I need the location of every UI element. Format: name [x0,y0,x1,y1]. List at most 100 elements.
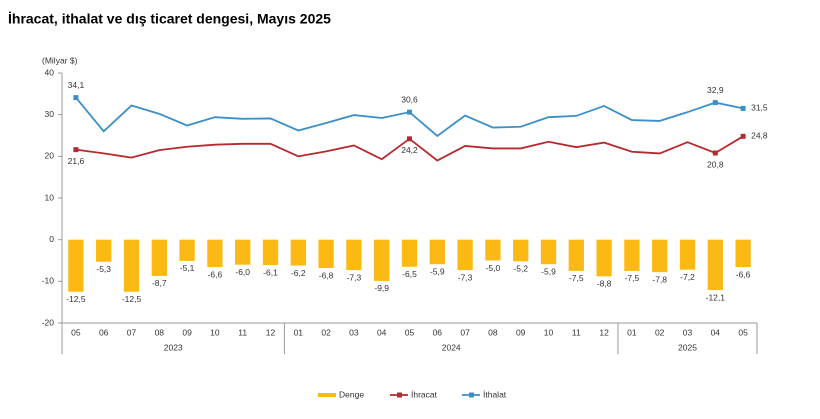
legend-label: Denge [339,389,364,399]
data-label: 24,2 [401,145,418,155]
bar [540,239,557,265]
bar [679,239,696,270]
data-label: -7,2 [680,272,695,282]
legend-label: İhracat [411,389,438,399]
bar [513,239,529,262]
point-marker [73,95,79,101]
y-tick-label: 20 [45,151,55,161]
x-tick-label: 08 [488,327,498,337]
data-label: -9,9 [374,283,389,293]
x-tick-label: 07 [127,327,137,337]
point-marker [407,109,412,115]
x-tick-label: 05 [738,327,748,337]
data-label: -12,5 [122,294,142,304]
bar [207,239,223,268]
x-tick-label: 01 [294,327,304,337]
bar [68,239,84,292]
data-label: -6,1 [263,267,278,277]
bar [568,239,584,271]
data-label: -7,5 [569,273,584,283]
point-marker [73,147,79,153]
data-label: 24,8 [751,131,768,141]
bar [457,239,473,271]
bar [346,239,362,271]
x-tick-label: 05 [405,327,415,337]
x-group-label: 2024 [442,342,461,352]
data-label: -12,5 [66,294,86,304]
data-label: -6,0 [235,267,250,277]
data-label: -7,5 [625,273,640,283]
bar [624,239,640,271]
bar [96,239,112,262]
bar [318,239,334,268]
point-marker [712,150,718,156]
data-label: -6,6 [736,269,751,279]
data-label: -5,9 [430,267,445,277]
data-label: -5,1 [180,263,195,273]
data-label: 34,1 [68,80,85,90]
data-label: 21,6 [68,156,85,166]
data-label: 32,9 [707,85,724,95]
y-tick-label: -20 [42,317,55,327]
legend-swatch [397,392,402,398]
point-marker [740,105,746,111]
y-tick-label: 30 [45,109,55,119]
data-label: 30,6 [401,94,418,104]
x-tick-label: 03 [349,327,359,337]
x-tick-label: 02 [321,327,331,337]
y-tick-label: 0 [49,234,54,244]
y-axis-label: (Milyar $) [42,55,78,65]
x-tick-label: 05 [71,327,81,337]
x-tick-label: 04 [377,327,387,337]
y-tick-label: 40 [45,67,55,77]
data-label: -8,7 [152,278,167,288]
point-marker [407,136,412,142]
x-tick-label: 06 [99,327,109,337]
data-label: 31,5 [751,103,768,113]
x-tick-label: 03 [683,327,693,337]
bar [485,239,501,261]
bar [151,239,167,276]
bar [290,239,306,266]
x-tick-label: 12 [599,327,609,337]
legend-swatch [318,393,336,397]
bar [262,239,279,266]
y-tick-label: -10 [42,276,55,286]
data-label: -6,8 [319,270,334,280]
data-label: 20,8 [707,159,724,169]
bar [429,239,445,265]
legend-label: İthalat [483,389,507,399]
x-tick-label: 12 [266,327,276,337]
data-label: -7,8 [652,274,667,284]
x-tick-label: 04 [711,327,721,337]
bar [374,239,390,281]
point-marker [740,133,746,139]
data-label: -12,1 [706,292,726,302]
data-label: -6,6 [208,269,223,279]
data-label: -7,3 [458,272,473,282]
point-marker [712,100,718,106]
bar [179,239,195,261]
x-tick-label: 06 [433,327,443,337]
x-tick-label: 11 [572,327,581,337]
x-tick-label: 10 [544,327,554,337]
data-label: -5,3 [96,264,111,274]
bar [707,239,723,291]
data-label: -5,0 [486,263,501,273]
bar [652,239,668,273]
data-label: -5,9 [541,267,556,277]
legend-swatch [469,392,474,398]
chart-title: İhracat, ithalat ve dış ticaret dengesi,… [8,11,331,27]
data-label: -6,5 [402,269,417,279]
x-tick-label: 02 [655,327,665,337]
data-label: -8,8 [597,279,612,289]
x-tick-label: 01 [627,327,637,337]
data-label: -5,2 [513,264,528,274]
data-label: -7,3 [347,272,362,282]
data-label: -6,2 [291,268,306,278]
x-tick-label: 11 [238,327,247,337]
y-tick-label: 10 [45,192,55,202]
bar [596,239,612,277]
x-tick-label: 07 [460,327,470,337]
